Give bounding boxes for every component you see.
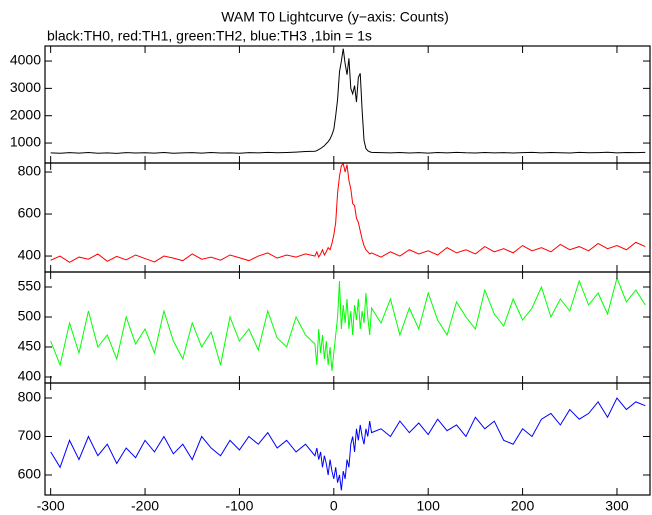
y-tick-label: 700 xyxy=(18,427,42,443)
x-tick-label: 300 xyxy=(605,498,629,514)
y-tick-label: 800 xyxy=(18,163,42,179)
panel-frame xyxy=(44,162,651,273)
lightcurve xyxy=(50,397,646,491)
x-tick-label: -200 xyxy=(131,498,159,514)
y-tick-label: 4000 xyxy=(10,52,41,68)
panel-frame xyxy=(44,382,651,496)
chart-title: WAM T0 Lightcurve (y−axis: Counts) xyxy=(221,9,449,25)
y-tick-label: 600 xyxy=(18,205,42,221)
y-tick-label: 550 xyxy=(18,278,42,294)
y-tick-label: 600 xyxy=(18,466,42,482)
y-tick-label: 500 xyxy=(18,308,42,324)
chart-subtitle: black:TH0, red:TH1, green:TH2, blue:TH3 … xyxy=(47,28,372,44)
panel-frame xyxy=(44,45,651,164)
y-tick-label: 400 xyxy=(18,247,42,263)
lightcurve xyxy=(50,48,646,154)
x-tick-label: 200 xyxy=(511,498,535,514)
x-tick-label: -300 xyxy=(37,498,65,514)
x-tick-label: 0 xyxy=(330,498,338,514)
y-tick-label: 3000 xyxy=(10,79,41,95)
lightcurve xyxy=(50,276,646,372)
lightcurve xyxy=(50,162,646,263)
y-tick-label: 400 xyxy=(18,368,42,384)
y-tick-label: 1000 xyxy=(10,134,41,150)
x-tick-label: 100 xyxy=(417,498,441,514)
y-tick-label: 450 xyxy=(18,338,42,354)
y-tick-label: 800 xyxy=(18,389,42,405)
x-tick-label: -100 xyxy=(225,498,253,514)
y-tick-label: 2000 xyxy=(10,106,41,122)
panel-frame xyxy=(44,271,651,384)
